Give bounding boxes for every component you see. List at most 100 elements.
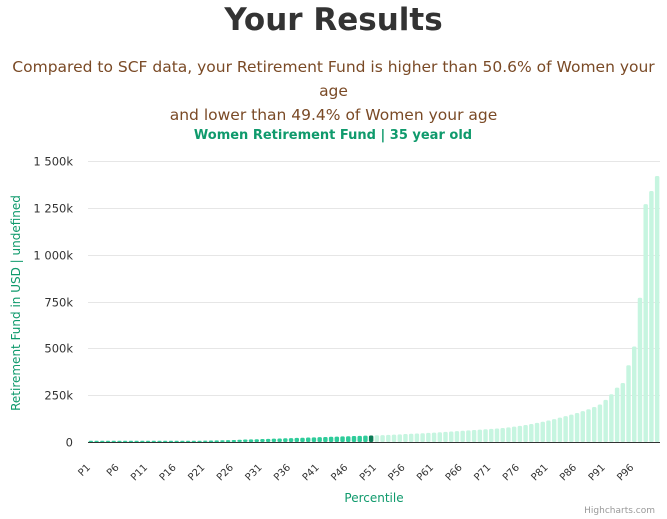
bar[interactable] [231,439,237,442]
bar[interactable] [431,432,437,442]
credits-link[interactable]: Highcharts.com [584,506,655,516]
bar[interactable] [140,440,145,442]
bar[interactable] [214,440,219,442]
bar[interactable] [580,411,586,442]
bar[interactable] [197,440,202,442]
bar[interactable] [557,417,563,442]
bar[interactable] [420,433,425,442]
bar[interactable] [534,422,540,442]
bar[interactable] [609,394,614,442]
bar[interactable] [403,434,408,442]
bar[interactable] [248,439,254,442]
bar[interactable] [305,437,311,443]
bar[interactable] [586,409,591,442]
bar[interactable] [540,421,545,442]
bar[interactable] [494,428,500,442]
bar[interactable] [357,435,362,442]
bar[interactable] [643,204,648,442]
bar[interactable] [546,420,551,442]
bar[interactable] [603,399,608,442]
bar[interactable] [591,406,597,442]
bar[interactable] [168,440,174,442]
bar[interactable] [317,437,322,442]
bar[interactable] [300,437,305,442]
bar[interactable] [185,440,191,442]
bar[interactable] [94,440,99,442]
bar[interactable] [649,190,654,442]
bar[interactable] [626,365,631,442]
bar[interactable] [122,440,128,442]
bar[interactable] [346,436,351,442]
bar[interactable] [466,430,471,442]
bar[interactable] [157,440,162,442]
bar[interactable] [340,436,345,442]
bar[interactable] [180,440,185,442]
bar[interactable] [460,430,465,442]
user-bar[interactable] [368,435,374,442]
bar[interactable] [151,440,157,442]
bar[interactable] [637,297,643,442]
bar[interactable] [117,440,122,442]
bar[interactable] [569,414,574,442]
bar[interactable] [386,434,391,442]
bar[interactable] [517,425,523,442]
bar[interactable] [397,434,402,442]
bar[interactable] [237,439,242,442]
bar[interactable] [477,429,483,442]
bar[interactable] [328,436,334,442]
bar[interactable] [426,432,431,442]
bar[interactable] [323,436,328,442]
bar[interactable] [448,431,454,442]
bar[interactable] [277,438,282,442]
bar[interactable] [529,424,534,442]
bar[interactable] [471,430,477,442]
bar[interactable] [620,382,626,442]
bar[interactable] [443,431,448,442]
bar[interactable] [614,387,620,442]
bar[interactable] [597,404,603,442]
bar[interactable] [632,346,637,442]
bar[interactable] [191,440,197,442]
bar[interactable] [574,412,580,442]
bar[interactable] [100,440,105,442]
bar[interactable] [134,440,139,442]
bar[interactable] [145,440,151,442]
bar[interactable] [260,439,265,442]
bar[interactable] [162,440,168,442]
bar[interactable] [254,439,259,442]
bar[interactable] [363,435,368,442]
bar[interactable] [220,440,225,442]
bar[interactable] [506,427,511,442]
bar[interactable] [174,440,179,442]
bar[interactable] [563,416,568,442]
bar[interactable] [283,438,288,442]
bar[interactable] [489,428,494,442]
bar[interactable] [288,438,294,442]
bar[interactable] [311,437,317,442]
bar[interactable] [437,432,443,442]
bar[interactable] [294,437,300,442]
bar[interactable] [265,438,271,442]
bar[interactable] [454,431,460,442]
bar[interactable] [654,175,660,443]
bar[interactable] [351,436,357,442]
bar[interactable] [203,440,208,442]
bar[interactable] [88,440,94,442]
bar[interactable] [243,439,248,442]
bar[interactable] [111,440,116,442]
bar[interactable] [334,436,340,442]
bar[interactable] [523,424,528,442]
bar[interactable] [380,435,385,442]
bar[interactable] [208,440,214,443]
bar[interactable] [374,435,380,442]
bar[interactable] [105,440,111,442]
bar[interactable] [414,433,420,442]
bar[interactable] [500,427,505,442]
bar[interactable] [271,438,277,442]
bar[interactable] [483,429,488,442]
bar[interactable] [408,433,414,442]
bar[interactable] [511,426,517,442]
bar[interactable] [225,440,231,442]
bar[interactable] [551,419,557,442]
bar[interactable] [391,434,397,442]
